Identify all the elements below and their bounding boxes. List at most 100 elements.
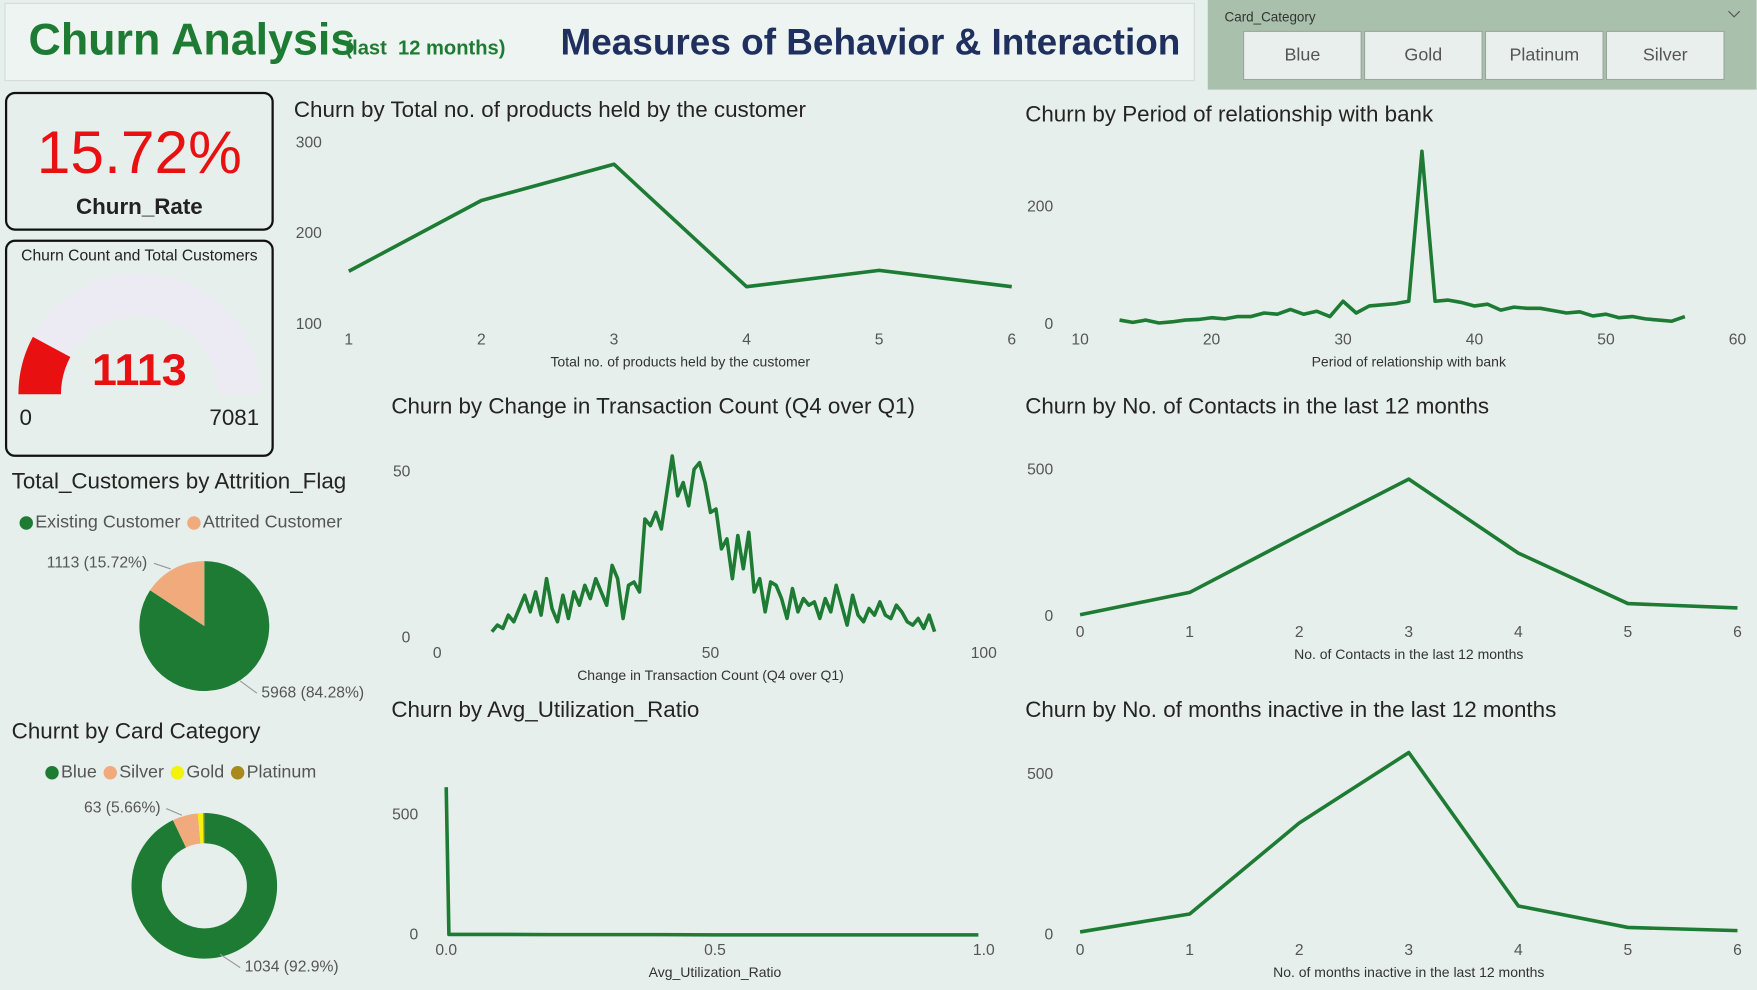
x-tick-label: 3: [1404, 942, 1413, 959]
legend-label: Blue: [61, 761, 97, 781]
y-tick-label: 0: [1044, 316, 1053, 333]
data-label: 63 (5.66%): [84, 800, 161, 817]
y-tick-label: 50: [393, 464, 411, 481]
slicer-button[interactable]: [1363, 30, 1483, 81]
slicer-option[interactable]: Blue: [1284, 45, 1320, 65]
slicer-option[interactable]: Platinum: [1509, 45, 1579, 65]
chart-title: Churn by Change in Transaction Count (Q4…: [391, 394, 915, 419]
x-tick-label: 6: [1733, 624, 1742, 641]
x-axis-title: Total no. of products held by the custom…: [550, 354, 810, 370]
header-panel: [4, 2, 1195, 82]
x-tick-label: 4: [742, 332, 751, 349]
x-tick-label: 1: [1185, 942, 1194, 959]
x-tick-label: 0: [1076, 942, 1085, 959]
x-tick-label: 4: [1514, 942, 1523, 959]
x-axis-title: Change in Transaction Count (Q4 over Q1): [577, 667, 844, 683]
leader-line: [153, 562, 171, 570]
x-tick-label: 5: [1624, 624, 1633, 641]
x-tick-label: 5: [875, 332, 884, 349]
x-tick-label: 5: [1624, 942, 1633, 959]
data-label: 5968 (84.28%): [261, 684, 364, 701]
line: [1119, 149, 1686, 325]
gauge-max: 7081: [209, 405, 259, 430]
x-tick-label: 3: [1404, 624, 1413, 641]
x-tick-label: 2: [1295, 942, 1304, 959]
legend-label: Silver: [119, 761, 164, 781]
line: [1079, 750, 1738, 934]
line: [490, 454, 937, 633]
x-tick-label: 50: [1597, 332, 1615, 349]
y-tick-label: 0: [1044, 608, 1053, 625]
y-tick-label: 200: [1027, 198, 1053, 215]
line: [444, 787, 979, 937]
slicer-title: Card_Category: [1225, 9, 1316, 24]
legend-marker: [170, 766, 185, 780]
kpi-value: 15.72%: [37, 118, 242, 186]
chart-title: Churn by No. of Contacts in the last 12 …: [1025, 394, 1489, 419]
leader-line: [239, 680, 258, 694]
gauge-title: Churn Count and Total Customers: [21, 248, 258, 265]
gauge-min: 0: [20, 405, 32, 430]
y-tick-label: 100: [296, 316, 322, 333]
slicer-button[interactable]: [1243, 30, 1362, 81]
y-tick-label: 0: [409, 926, 418, 943]
slicer-button[interactable]: [1605, 30, 1725, 81]
slice: [131, 813, 278, 959]
legend-label: Gold: [186, 761, 224, 781]
slice: [172, 813, 201, 848]
legend-label: Attrited Customer: [203, 512, 342, 532]
leader-line: [219, 953, 241, 969]
y-tick-label: 300: [296, 134, 322, 151]
x-tick-label: 2: [477, 332, 486, 349]
kpi-label: Churn_Rate: [76, 194, 203, 219]
x-axis-title: Period of relationship with bank: [1312, 354, 1507, 370]
data-label: 1034 (92.9%): [245, 959, 339, 976]
chart-title: Churn by Total no. of products held by t…: [294, 97, 807, 122]
x-tick-label: 2: [1295, 624, 1304, 641]
chart-title: Churn by Period of relationship with ban…: [1025, 101, 1434, 126]
x-tick-label: 1.0: [973, 942, 995, 959]
x-tick-label: 40: [1466, 332, 1484, 349]
x-tick-label: 0: [433, 645, 442, 662]
line: [347, 162, 1012, 289]
slice: [197, 813, 204, 844]
y-tick-label: 500: [392, 806, 418, 823]
x-tick-label: 30: [1334, 332, 1352, 349]
gauge-fill: [18, 336, 71, 395]
chart-title: Churn by No. of months inactive in the l…: [1025, 697, 1556, 722]
slicer-option[interactable]: Gold: [1404, 45, 1442, 65]
legend-label: Platinum: [247, 761, 317, 781]
slice: [203, 813, 205, 844]
leader-line: [166, 808, 183, 816]
legend-marker: [230, 766, 245, 780]
slicer-button[interactable]: [1484, 30, 1604, 81]
gauge-value: 1113: [92, 345, 187, 395]
header-subtitle: Measures of Behavior & Interaction: [560, 22, 1180, 63]
gauge-track: [18, 273, 261, 395]
header-title: Churn Analysis: [28, 14, 355, 64]
data-label: 1113 (15.72%): [47, 554, 147, 571]
kpi-card: [4, 91, 274, 231]
legend-label: Existing Customer: [35, 512, 180, 532]
x-tick-label: 1: [1185, 624, 1194, 641]
x-axis-title: Avg_Utilization_Ratio: [649, 964, 782, 980]
slicer-option[interactable]: Silver: [1643, 45, 1688, 65]
y-tick-label: 0: [1044, 926, 1053, 943]
x-tick-label: 1: [344, 332, 353, 349]
legend-marker: [187, 516, 201, 530]
x-tick-label: 60: [1729, 332, 1747, 349]
legend-marker: [103, 766, 117, 780]
legend-marker: [45, 766, 59, 780]
x-tick-label: 4: [1514, 624, 1523, 641]
x-tick-label: 0: [1076, 624, 1085, 641]
header-period: (last 12 months): [345, 38, 505, 60]
slicer-chevron[interactable]: [1728, 10, 1741, 18]
y-tick-label: 500: [1027, 766, 1053, 783]
chart-title: Total_Customers by Attrition_Flag: [12, 469, 347, 494]
x-tick-label: 50: [702, 645, 720, 662]
chart-title: Churnt by Card Category: [12, 718, 262, 743]
legend-marker: [19, 516, 33, 530]
